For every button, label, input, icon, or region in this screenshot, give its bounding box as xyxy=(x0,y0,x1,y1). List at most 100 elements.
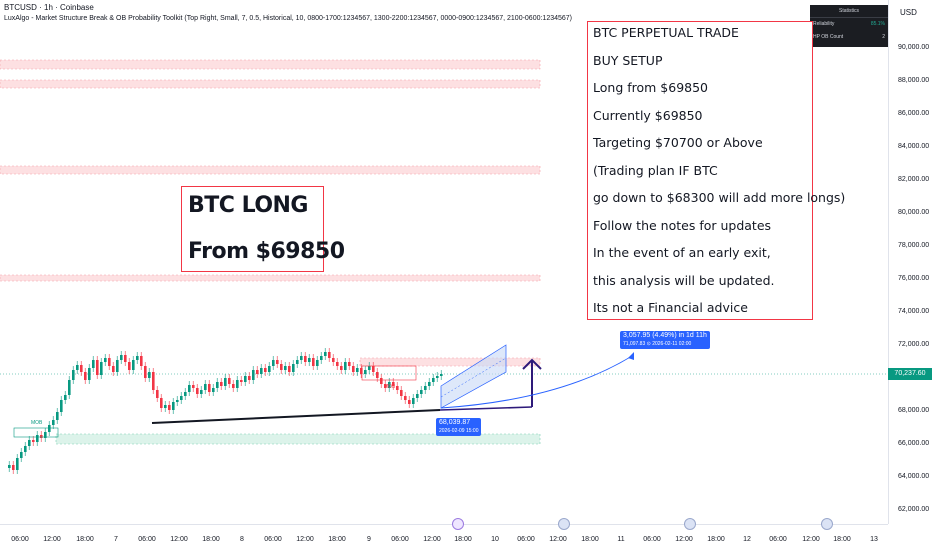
candle-body xyxy=(236,380,239,388)
low-date: 2026-02-09 15:00 xyxy=(439,428,479,434)
candle-body xyxy=(292,364,295,372)
us-flag-icon[interactable] xyxy=(821,518,833,530)
candle-body xyxy=(364,370,367,374)
candle-body xyxy=(188,385,191,392)
time-tick-label: 18:00 xyxy=(833,536,851,543)
candle-body xyxy=(120,355,123,360)
candle-body xyxy=(116,360,119,372)
mob-label-left: MOB xyxy=(31,420,43,426)
candle-body xyxy=(424,386,427,390)
projection-tag[interactable]: 3,057.95 (4.49%) in 1d 11h 71,097.83 ⊙ 2… xyxy=(620,331,710,349)
time-tick-label: 12:00 xyxy=(549,536,567,543)
candle-body xyxy=(280,364,283,370)
candle-body xyxy=(308,358,311,362)
trade-line: BTC PERPETUAL TRADE xyxy=(593,25,739,40)
candle-body xyxy=(248,376,251,380)
indicator-title[interactable]: LuxAlgo - Market Structure Break & OB Pr… xyxy=(4,15,573,22)
currency-label[interactable]: USD xyxy=(900,8,917,17)
candle-body xyxy=(196,388,199,394)
long-title: BTC LONG xyxy=(188,193,309,218)
candle-body xyxy=(412,398,415,404)
candle-body xyxy=(216,382,219,388)
low-price-tag[interactable]: 68,039.87 2026-02-09 15:00 xyxy=(436,418,482,436)
candle-body xyxy=(12,465,15,470)
candle-body xyxy=(148,372,151,378)
candle-body xyxy=(16,458,19,470)
candle-body xyxy=(152,372,155,390)
candle-body xyxy=(88,368,91,380)
candle-body xyxy=(164,405,167,408)
candle-body xyxy=(184,392,187,396)
candle-body xyxy=(192,385,195,388)
candle-body xyxy=(132,360,135,370)
symbol-title[interactable]: BTCUSD · 1h · Coinbase xyxy=(4,3,94,12)
us-flag-icon[interactable] xyxy=(684,518,696,530)
current-price-tag: 70,237.60 xyxy=(888,368,932,380)
candle-body xyxy=(64,395,67,400)
candle-body xyxy=(52,420,55,425)
mob-box-right xyxy=(361,365,417,381)
trade-line: Long from $69850 xyxy=(593,80,709,95)
candle-body xyxy=(44,432,47,438)
time-tick-label: 06:00 xyxy=(11,536,29,543)
trade-line: this analysis will be updated. xyxy=(593,273,775,288)
event-icon[interactable] xyxy=(452,518,464,530)
candle-body xyxy=(272,360,275,366)
candle-body xyxy=(344,362,347,370)
time-tick-label: 10 xyxy=(491,536,499,543)
candle-body xyxy=(208,384,211,392)
trade-note-box[interactable]: BTC PERPETUAL TRADE BUY SETUP Long from … xyxy=(587,21,845,320)
time-tick-label: 18:00 xyxy=(202,536,220,543)
projection-curve xyxy=(440,355,633,409)
candle-body xyxy=(304,356,307,362)
candle-body xyxy=(204,384,207,390)
price-tick-label: 82,000.00 xyxy=(898,176,930,183)
price-tick-label: 86,000.00 xyxy=(898,110,930,117)
candle-body xyxy=(136,356,139,360)
price-tick-label: 68,000.00 xyxy=(898,407,930,414)
time-tick-label: 12 xyxy=(743,536,751,543)
time-tick-label: 12:00 xyxy=(675,536,693,543)
candle-body xyxy=(232,384,235,388)
time-tick-label: 7 xyxy=(114,536,118,543)
candle-body xyxy=(24,446,27,452)
long-note-box[interactable]: BTC LONG From $69850 xyxy=(181,186,345,272)
candle-body xyxy=(224,378,227,386)
candle-body xyxy=(388,382,391,388)
time-tick-label: 12:00 xyxy=(296,536,314,543)
time-tick-label: 06:00 xyxy=(769,536,787,543)
price-tick-label: 66,000.00 xyxy=(898,440,930,447)
candle-body xyxy=(72,370,75,380)
candle-body xyxy=(244,376,247,382)
candle-body xyxy=(104,358,107,362)
candle-body xyxy=(416,394,419,398)
candle-body xyxy=(332,358,335,362)
trade-line: Currently $69850 xyxy=(593,108,703,123)
time-tick-label: 8 xyxy=(240,536,244,543)
reliability-label: Reliability xyxy=(813,21,835,27)
projection-line2: 71,097.83 ⊙ 2026-02-11 02:00 xyxy=(623,341,692,347)
candle-body xyxy=(356,368,359,372)
time-tick-label: 11 xyxy=(617,536,625,543)
statistics-panel: Statistics Reliability 85.1% HP OB Count… xyxy=(810,5,888,47)
price-tick-label: 72,000.00 xyxy=(898,341,930,348)
low-price: 68,039.87 xyxy=(439,419,471,426)
price-chart[interactable] xyxy=(0,0,888,524)
candles xyxy=(8,348,443,474)
candle-body xyxy=(60,400,63,412)
candle-body xyxy=(252,370,255,380)
candle-body xyxy=(172,402,175,410)
mob-label-right: MOB xyxy=(384,384,396,390)
arrow-base xyxy=(439,406,533,411)
time-tick-label: 18:00 xyxy=(707,536,725,543)
price-tick-label: 64,000.00 xyxy=(898,473,930,480)
time-tick-label: 18:00 xyxy=(581,536,599,543)
candle-body xyxy=(96,360,99,375)
us-flag-icon[interactable] xyxy=(558,518,570,530)
time-axis[interactable] xyxy=(0,524,888,551)
mob-box-left xyxy=(13,427,59,438)
candle-body xyxy=(264,368,267,372)
price-axis[interactable] xyxy=(888,0,932,524)
candle-body xyxy=(68,380,71,395)
candle-body xyxy=(392,382,395,386)
